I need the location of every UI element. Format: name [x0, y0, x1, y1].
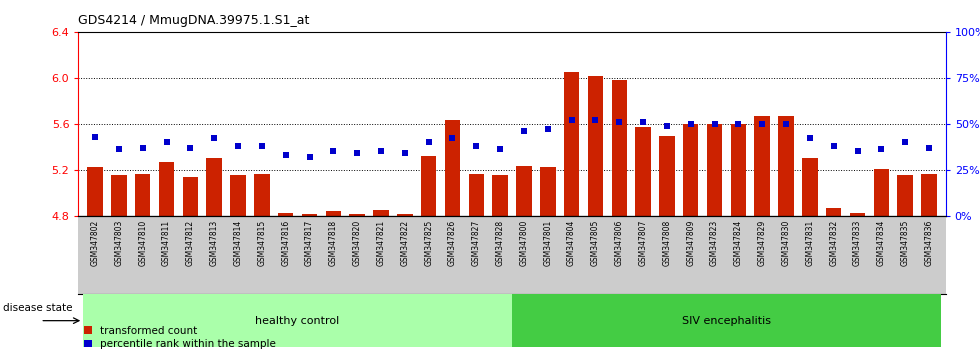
- Text: GSM347800: GSM347800: [519, 219, 528, 266]
- Bar: [707, 124, 722, 216]
- Text: GSM347829: GSM347829: [758, 219, 766, 266]
- Text: GSM347821: GSM347821: [376, 219, 385, 266]
- Text: GSM347804: GSM347804: [567, 219, 576, 266]
- Bar: [87, 167, 103, 216]
- Bar: [445, 120, 461, 216]
- Bar: [492, 176, 508, 216]
- Text: GSM347801: GSM347801: [543, 219, 553, 266]
- Text: GSM347834: GSM347834: [877, 219, 886, 266]
- Bar: [325, 211, 341, 216]
- Text: GDS4214 / MmugDNA.39975.1.S1_at: GDS4214 / MmugDNA.39975.1.S1_at: [78, 15, 310, 28]
- Text: GSM347824: GSM347824: [734, 219, 743, 266]
- Bar: [803, 158, 817, 216]
- Text: GSM347826: GSM347826: [448, 219, 457, 266]
- Text: GSM347807: GSM347807: [639, 219, 648, 266]
- Bar: [230, 176, 246, 216]
- Bar: [850, 213, 865, 216]
- Bar: [373, 210, 389, 216]
- Bar: [278, 213, 293, 216]
- Text: GSM347820: GSM347820: [353, 219, 362, 266]
- Bar: [635, 127, 651, 216]
- Bar: [898, 176, 913, 216]
- Bar: [564, 72, 579, 216]
- Text: GSM347833: GSM347833: [853, 219, 862, 266]
- Bar: [731, 124, 746, 216]
- Bar: [135, 174, 151, 216]
- Text: GSM347832: GSM347832: [829, 219, 838, 266]
- Text: GSM347830: GSM347830: [782, 219, 791, 266]
- Text: healthy control: healthy control: [256, 316, 340, 326]
- Text: GSM347818: GSM347818: [329, 219, 338, 266]
- Bar: [83, 295, 512, 347]
- Bar: [921, 174, 937, 216]
- Text: GSM347808: GSM347808: [662, 219, 671, 266]
- Bar: [683, 124, 699, 216]
- Text: GSM347836: GSM347836: [924, 219, 934, 266]
- Bar: [512, 295, 941, 347]
- Bar: [516, 166, 532, 216]
- Bar: [540, 167, 556, 216]
- Text: GSM347810: GSM347810: [138, 219, 147, 266]
- Text: GSM347813: GSM347813: [210, 219, 219, 266]
- Bar: [159, 162, 174, 216]
- Text: GSM347835: GSM347835: [901, 219, 909, 266]
- Text: GSM347828: GSM347828: [496, 219, 505, 266]
- Bar: [660, 136, 674, 216]
- Bar: [111, 176, 126, 216]
- Bar: [254, 174, 270, 216]
- Text: GSM347805: GSM347805: [591, 219, 600, 266]
- Text: GSM347816: GSM347816: [281, 219, 290, 266]
- Bar: [207, 158, 221, 216]
- Text: GSM347812: GSM347812: [186, 219, 195, 266]
- Bar: [182, 177, 198, 216]
- Text: GSM347817: GSM347817: [305, 219, 314, 266]
- Text: SIV encephalitis: SIV encephalitis: [682, 316, 771, 326]
- Bar: [612, 80, 627, 216]
- Text: GSM347802: GSM347802: [90, 219, 100, 266]
- Text: disease state: disease state: [3, 303, 73, 313]
- Legend: transformed count, percentile rank within the sample: transformed count, percentile rank withi…: [83, 326, 276, 349]
- Bar: [826, 207, 842, 216]
- Bar: [873, 169, 889, 216]
- Bar: [302, 215, 318, 216]
- Bar: [350, 215, 365, 216]
- Bar: [421, 156, 436, 216]
- Text: GSM347811: GSM347811: [162, 219, 172, 266]
- Bar: [468, 174, 484, 216]
- Text: GSM347825: GSM347825: [424, 219, 433, 266]
- Text: GSM347814: GSM347814: [233, 219, 242, 266]
- Text: GSM347827: GSM347827: [471, 219, 481, 266]
- Text: GSM347809: GSM347809: [686, 219, 695, 266]
- Text: GSM347831: GSM347831: [806, 219, 814, 266]
- Bar: [778, 116, 794, 216]
- Text: GSM347806: GSM347806: [614, 219, 624, 266]
- Bar: [397, 215, 413, 216]
- Text: GSM347822: GSM347822: [400, 219, 410, 266]
- Text: GSM347823: GSM347823: [710, 219, 719, 266]
- Bar: [588, 75, 603, 216]
- Text: GSM347803: GSM347803: [115, 219, 123, 266]
- Text: GSM347815: GSM347815: [258, 219, 267, 266]
- Bar: [755, 116, 770, 216]
